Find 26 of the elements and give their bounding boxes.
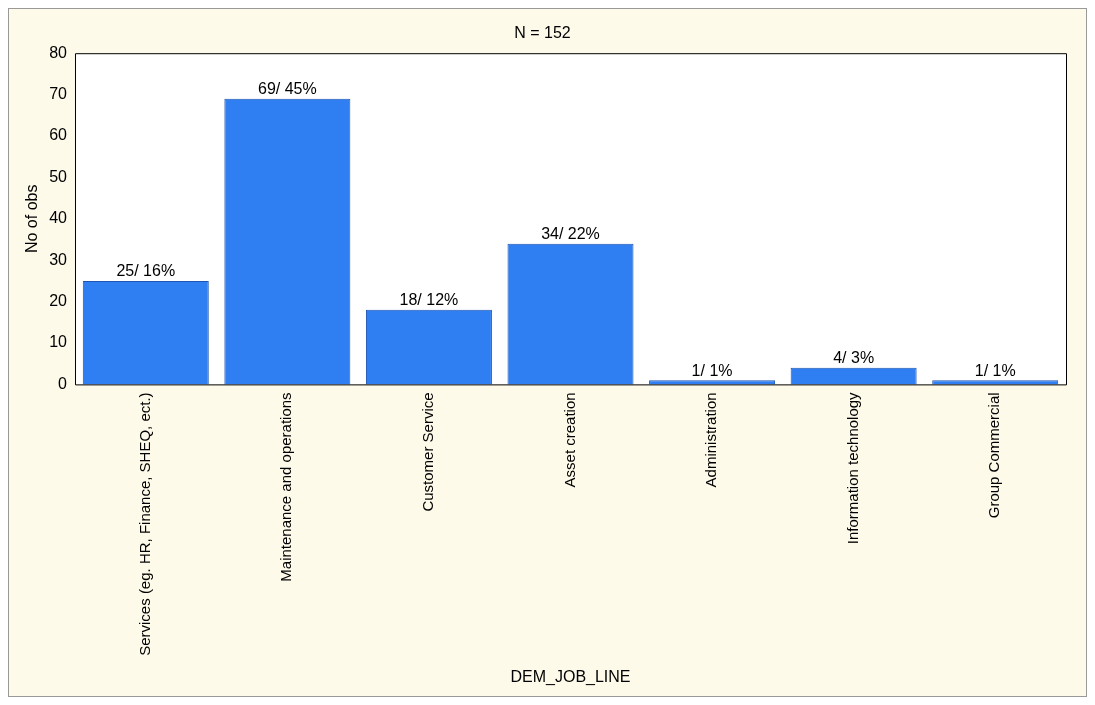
x-tick-label: Information technology bbox=[843, 391, 861, 545]
data-label: 4/ 3% bbox=[833, 349, 875, 367]
y-tick-label: 30 bbox=[49, 250, 68, 268]
y-tick-label: 50 bbox=[49, 167, 68, 185]
data-label: 69/ 45% bbox=[258, 80, 317, 98]
y-tick-label: 80 bbox=[49, 43, 68, 61]
data-label: 1/ 1% bbox=[691, 361, 733, 379]
y-tick-label: 70 bbox=[49, 85, 68, 102]
y-tick-label: 60 bbox=[49, 126, 68, 144]
y-axis-title: No of obs bbox=[23, 184, 41, 254]
y-tick-label: 0 bbox=[58, 374, 68, 392]
x-tick-label: Asset creation bbox=[560, 392, 578, 488]
x-tick-label: Services (eg. HR, Finance, SHEQ, ect.) bbox=[135, 392, 153, 656]
chart-title: N = 152 bbox=[514, 24, 571, 42]
data-label: 25/ 16% bbox=[116, 262, 176, 280]
x-tick-label: Customer Service bbox=[419, 392, 437, 512]
y-tick-label: 10 bbox=[49, 333, 68, 351]
x-tick-label: Maintenance and operations bbox=[277, 392, 295, 582]
x-tick-label: Administration bbox=[702, 392, 720, 488]
x-tick-label: Group Commercial bbox=[985, 392, 1003, 519]
y-tick-label: 40 bbox=[49, 209, 68, 227]
data-label: 1/ 1% bbox=[974, 361, 1016, 379]
y-tick-label: 20 bbox=[49, 291, 68, 309]
data-label: 18/ 12% bbox=[399, 291, 459, 309]
x-axis-title: DEM_JOB_LINE bbox=[510, 667, 631, 686]
data-label: 34/ 22% bbox=[541, 225, 600, 243]
